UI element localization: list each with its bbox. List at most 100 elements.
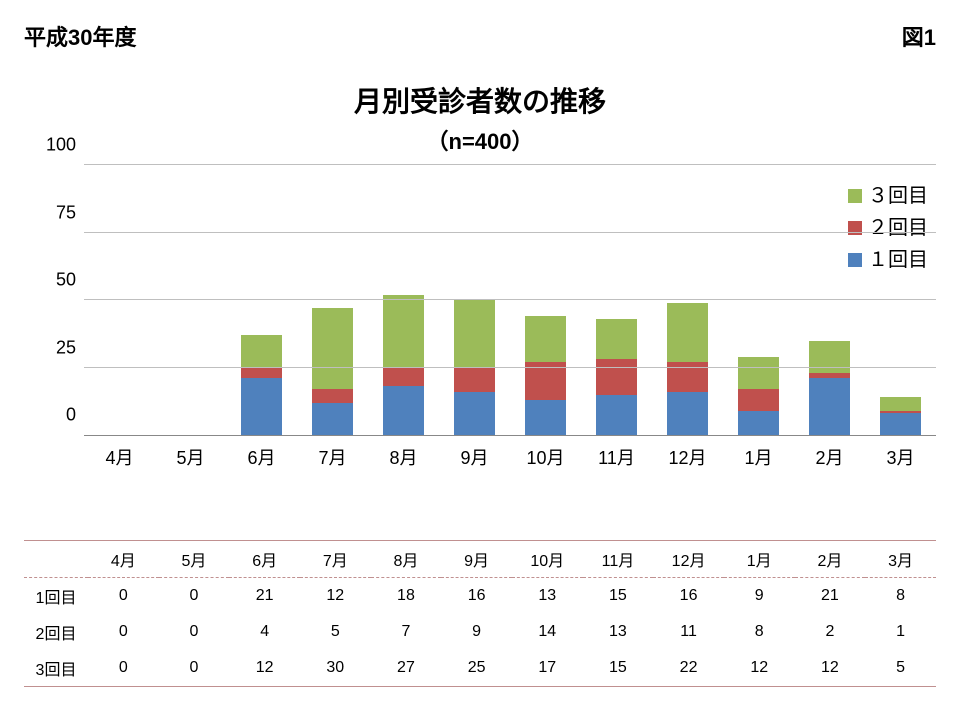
bar-slot [155,166,226,435]
bar-segment [312,403,353,435]
chart-subtitle: （n=400） [24,124,936,156]
legend-label: ２回目 [868,212,928,244]
legend-label: ３回目 [868,180,928,212]
bar-segment [738,411,779,435]
table-col-header: 7月 [300,541,371,578]
bar-segment [738,357,779,389]
table-col-header: 5月 [159,541,230,578]
bar-slot [297,166,368,435]
table-row: 1回目00211218161315169218 [24,578,936,615]
bar [312,308,353,435]
header-right: 図1 [902,20,936,52]
legend-swatch [848,253,862,267]
bar-slot [723,166,794,435]
bar [596,319,637,435]
table-row-label: 2回目 [24,614,88,650]
bar-slot [581,166,652,435]
bar-segment [596,319,637,360]
chart: 0255075100 ３回目２回目１回目 4月5月6月7月8月9月10月11月1… [24,166,936,496]
bar [241,335,282,435]
bar-slot [652,166,723,435]
bar-segment [312,308,353,389]
header: 平成30年度 図1 [24,20,936,52]
table-col-header: 4月 [88,541,159,578]
bar-segment [525,400,566,435]
bar [809,341,850,435]
legend: ３回目２回目１回目 [848,180,928,276]
grid-line [84,232,936,233]
header-left: 平成30年度 [24,20,136,52]
legend-item: １回目 [848,244,928,276]
table-cell: 13 [512,578,583,615]
table-cell: 12 [724,650,795,687]
y-tick-label: 25 [56,337,76,358]
table-cell: 21 [229,578,300,615]
x-tick-label: 5月 [155,444,226,470]
bar-segment [880,413,921,435]
x-axis: 4月5月6月7月8月9月10月11月12月1月2月3月 [84,444,936,470]
grid-line [84,367,936,368]
x-tick-label: 1月 [723,444,794,470]
table-cell: 0 [159,578,230,615]
table-row-label: 3回目 [24,650,88,687]
x-tick-label: 7月 [297,444,368,470]
table-col-header: 10月 [512,541,583,578]
bar-segment [312,389,353,403]
table-col-header: 6月 [229,541,300,578]
table-cell: 0 [159,614,230,650]
bar-slot [84,166,155,435]
table-cell: 11 [653,614,724,650]
bar-segment [525,316,566,362]
bar-segment [383,386,424,435]
bar [738,357,779,435]
bar-segment [809,378,850,435]
table-cell: 22 [653,650,724,687]
bar-segment [454,300,495,368]
table-cell: 9 [724,578,795,615]
table-cell: 5 [865,650,936,687]
bar [525,316,566,435]
table-col-header: 1月 [724,541,795,578]
table-col-header: 2月 [795,541,866,578]
table-cell: 25 [441,650,512,687]
bar-segment [383,295,424,368]
page: 平成30年度 図1 月別受診者数の推移 （n=400） 0255075100 ３… [0,0,960,720]
table-cell: 15 [583,650,654,687]
x-tick-label: 12月 [652,444,723,470]
table-cell: 30 [300,650,371,687]
y-tick-label: 50 [56,270,76,291]
table-row-label: 1回目 [24,578,88,615]
bar [383,295,424,435]
table-row: 3回目001230272517152212125 [24,650,936,687]
table-cell: 8 [724,614,795,650]
table-cell: 0 [88,614,159,650]
bar-segment [596,395,637,436]
table-cell: 16 [653,578,724,615]
table-cell: 12 [795,650,866,687]
bar-segment [241,335,282,367]
bars-container [84,166,936,435]
bar-slot [439,166,510,435]
table-cell: 2 [795,614,866,650]
grid-line [84,164,936,165]
x-tick-label: 8月 [368,444,439,470]
bar-segment [809,341,850,373]
table-cell: 27 [371,650,442,687]
table-col-header: 3月 [865,541,936,578]
x-tick-label: 11月 [581,444,652,470]
table-row: 2回目004579141311821 [24,614,936,650]
title-block: 月別受診者数の推移 （n=400） [24,80,936,156]
x-tick-label: 2月 [794,444,865,470]
table-header-row: 4月5月6月7月8月9月10月11月12月1月2月3月 [24,541,936,578]
table-cell: 0 [88,578,159,615]
bar-segment [454,368,495,392]
bar-segment [383,368,424,387]
x-tick-label: 9月 [439,444,510,470]
bar [454,300,495,435]
y-axis: 0255075100 [24,166,84,436]
bar-slot [226,166,297,435]
bar-segment [596,359,637,394]
table-corner [24,541,88,578]
table-cell: 14 [512,614,583,650]
x-tick-label: 3月 [865,444,936,470]
